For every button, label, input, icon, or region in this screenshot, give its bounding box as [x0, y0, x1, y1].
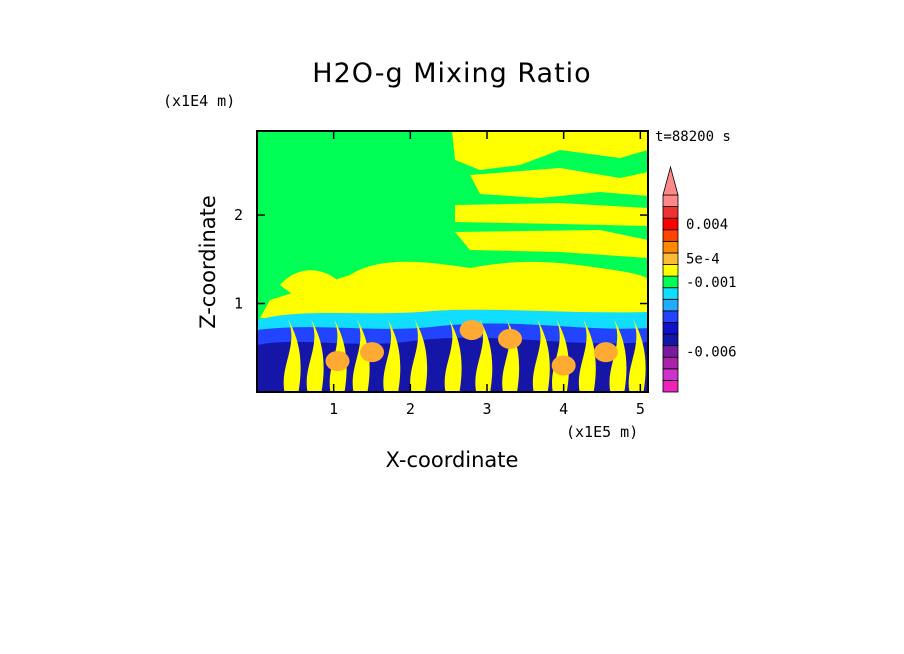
plume-2: [306, 318, 324, 392]
peak-blob-5: [325, 351, 350, 372]
peak-blob-3: [593, 342, 618, 363]
plume-9: [502, 318, 520, 392]
plume-1: [283, 318, 301, 392]
plume-6: [410, 318, 428, 392]
colorbar-level-4: [662, 333, 679, 347]
colorbar-level-3: [662, 345, 679, 358]
plume-10: [532, 318, 550, 392]
contour-field: [257, 131, 648, 392]
x-axis-label: X-coordinate: [0, 448, 904, 472]
colorbar-level-2: [662, 356, 679, 370]
colorbar-level-0: [662, 380, 679, 393]
moist-layer-2: [470, 168, 648, 198]
x-tick-label-5: 5: [636, 400, 645, 418]
colorbar-level-7: [662, 298, 679, 312]
time-label: t=88200 s: [655, 129, 731, 145]
plume-5: [383, 318, 401, 392]
colorbar-level-6: [662, 310, 679, 323]
plume-7: [444, 318, 462, 392]
colorbar-level-11: [662, 252, 679, 265]
colorbar-label-11: 5e-4: [686, 252, 720, 268]
peak-blob-2: [498, 328, 522, 349]
x-tick-label-1: 1: [329, 400, 338, 418]
chart-title: H2O-g Mixing Ratio: [312, 58, 592, 89]
x-axis-label-text: X-coordinate: [385, 448, 519, 472]
plot-frame: [256, 130, 649, 393]
colorbar-level-14: [662, 217, 679, 231]
x-tick-label-4: 4: [559, 400, 568, 418]
peak-blob-1: [360, 342, 384, 363]
colorbar-label-3: -0.006: [686, 344, 737, 360]
x-ticks: 1 2 3 4 5: [329, 131, 645, 418]
colorbar-level-16: [662, 194, 679, 207]
plume-14: [628, 318, 646, 392]
plume-12: [578, 318, 596, 392]
y-tick-label-2: 2: [234, 206, 243, 224]
y-axis-unit: (x1E4 m): [163, 92, 236, 110]
colorbar-label-9: -0.001: [686, 275, 737, 291]
colorbar-label-14: 0.004: [686, 217, 728, 233]
x-axis-unit: (x1E5 m): [566, 423, 639, 441]
moist-layer-3: [455, 203, 648, 226]
colorbar: 0.004 5e-4 -0.001 -0.006: [662, 165, 737, 393]
x-tick-label-3: 3: [482, 400, 491, 418]
peak-blob-4: [459, 320, 484, 341]
colorbar-level-15: [662, 206, 679, 219]
x-tick-label-2: 2: [406, 400, 415, 418]
moist-layer-6: [260, 261, 648, 318]
y-ticks: 12: [234, 206, 648, 313]
plume-8: [475, 318, 493, 392]
colorbar-level-5: [662, 322, 679, 335]
peak-blob-6: [551, 355, 576, 376]
colorbar-level-8: [662, 287, 679, 300]
colorbar-extend-arrow: [662, 165, 679, 196]
y-tick-label-1: 1: [234, 295, 243, 313]
colorbar-level-1: [662, 368, 679, 381]
colorbar-level-13: [662, 229, 679, 242]
colorbar-level-10: [662, 264, 679, 277]
moist-layer-4: [455, 230, 648, 258]
colorbar-level-9: [662, 275, 679, 289]
colorbar-level-12: [662, 240, 679, 254]
moist-layer-1: [452, 131, 648, 170]
plume-13: [609, 318, 627, 392]
